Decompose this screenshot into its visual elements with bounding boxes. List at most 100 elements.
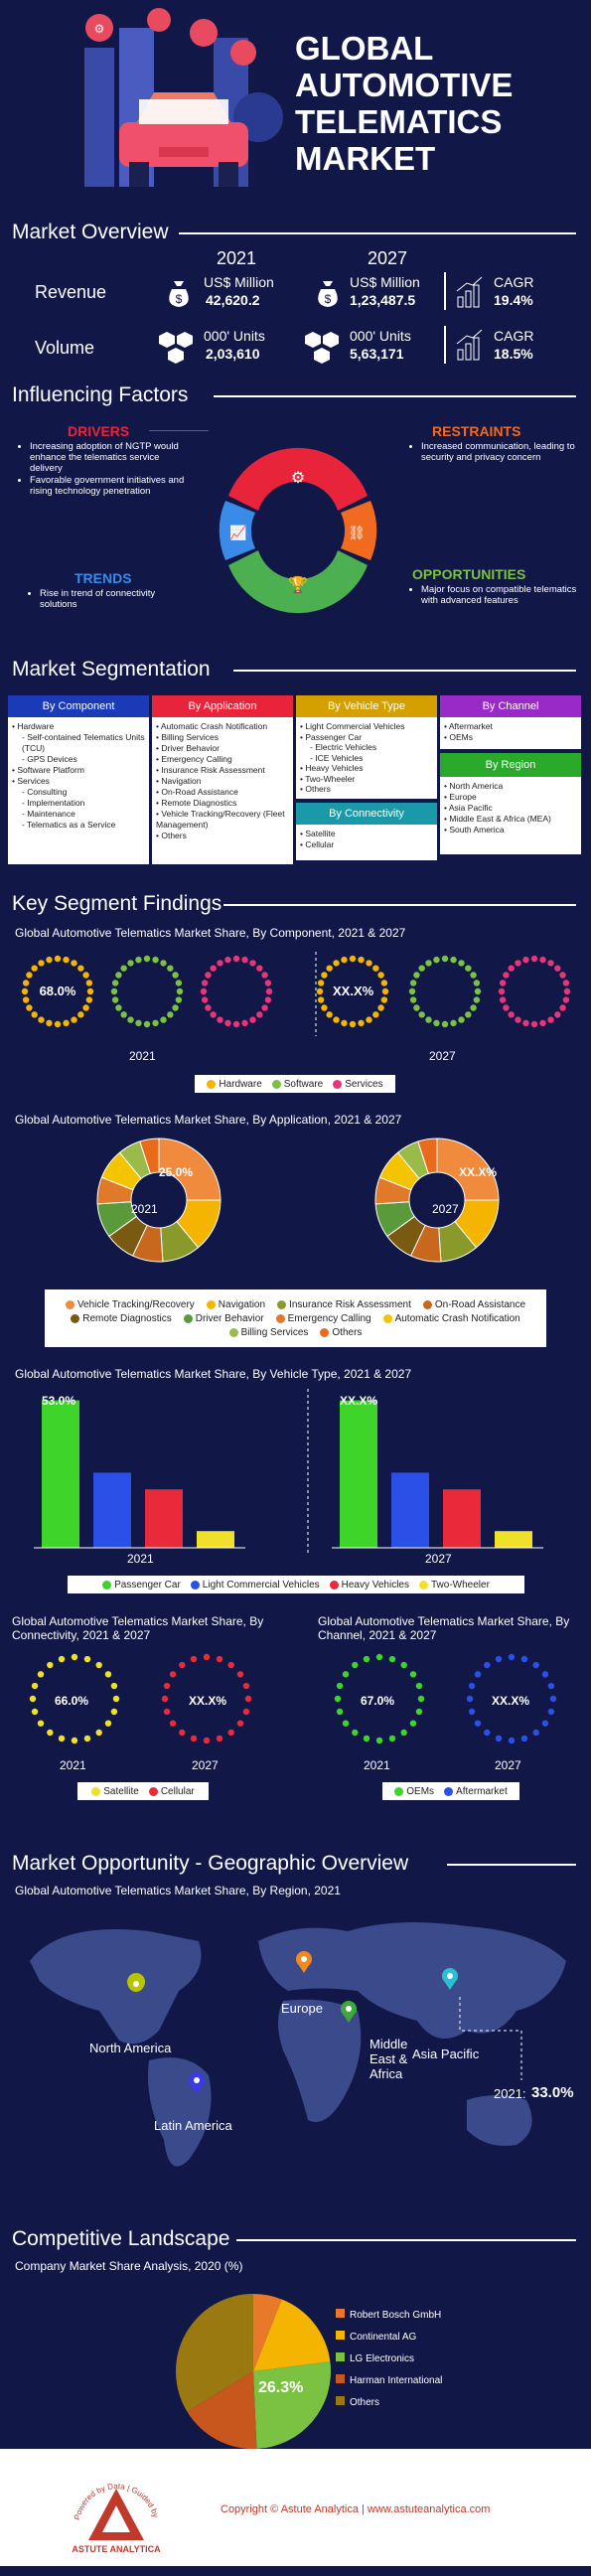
footer: Powered by Data | Guided by Intelligence…: [0, 2449, 591, 2576]
ring-dot: [547, 960, 553, 966]
pie-slice: [253, 2361, 331, 2449]
ring-dot: [205, 972, 211, 978]
component-value-2021: 68.0%: [38, 984, 77, 998]
ring-dot: [227, 1662, 233, 1668]
ring-dot: [38, 960, 44, 966]
ring-dot: [162, 1696, 168, 1702]
channel-value-2027: XX.X%: [492, 1694, 529, 1708]
ring-dot: [164, 1709, 170, 1715]
ring-dot: [376, 1738, 382, 1743]
ring-dot: [176, 980, 182, 985]
ring-dot: [418, 1011, 424, 1017]
ring-dot: [358, 1020, 364, 1026]
ring-dot: [47, 1730, 53, 1736]
ring-dot: [237, 1720, 243, 1726]
ring-dot: [318, 996, 324, 1002]
ring-dot: [84, 1736, 90, 1742]
year-label: 2021: [60, 1758, 86, 1772]
ring-dot: [475, 988, 481, 994]
opportunities-title: OPPORTUNITIES: [412, 566, 525, 582]
ring-dot: [474, 996, 480, 1002]
ring-dot: [31, 1011, 37, 1017]
ring-dot: [201, 988, 207, 994]
svg-text:$: $: [176, 292, 183, 306]
ring-dot: [500, 996, 506, 1002]
ring-dot: [554, 1011, 560, 1017]
application-legend: Vehicle Tracking/Recovery Navigation Ins…: [45, 1289, 546, 1347]
growth-chart-icon: [455, 328, 485, 362]
revenue-cagr: 19.4%: [494, 292, 533, 308]
ring-dot: [59, 1736, 65, 1742]
header: ⚙ GLOBAL AUTOMOTIVE TELEMATICS MARKET: [0, 0, 591, 219]
ring-dot: [508, 965, 514, 971]
seg-vehicle-list: • Light Commercial Vehicles • Passenger …: [296, 717, 437, 799]
ring-dot: [377, 972, 383, 978]
ring-dot: [233, 956, 239, 962]
ring-dot: [532, 1730, 538, 1736]
ring-dot: [72, 1654, 77, 1660]
ring-dot: [170, 1720, 176, 1726]
ring-dot: [343, 1671, 349, 1677]
ring-dot: [31, 965, 37, 971]
ring-dot: [442, 956, 448, 962]
ring-dot: [172, 972, 178, 978]
vehicle-bar: [93, 1472, 131, 1548]
year-label: 2027: [495, 1758, 521, 1772]
section-title: Influencing Factors: [12, 383, 188, 407]
company-share-pie: [174, 2292, 333, 2451]
ring-dot: [26, 972, 32, 978]
geographic-overview: Market Opportunity - Geographic Overview…: [0, 1852, 591, 2229]
section-title: Market Overview: [12, 221, 169, 244]
ring-dot: [23, 996, 29, 1002]
ring-dot: [381, 980, 387, 985]
ring-dot: [554, 965, 560, 971]
ring-dot: [352, 1730, 358, 1736]
ring-dot: [413, 972, 419, 978]
chart-title: Global Automotive Telematics Market Shar…: [15, 926, 405, 940]
ring-dot: [350, 1021, 356, 1027]
year-label: 2021: [127, 1552, 154, 1566]
ring-dot: [475, 1720, 481, 1726]
seg-component-list: • Hardware - Self-contained Telematics U…: [8, 717, 149, 864]
component-legend: Hardware Software Services: [195, 1075, 395, 1093]
ring-dot: [564, 988, 570, 994]
page-title: GLOBAL AUTOMOTIVE TELEMATICS MARKET: [295, 30, 513, 177]
ring-dot: [127, 960, 133, 966]
ring-dot: [86, 996, 92, 1002]
ring-dot: [531, 1021, 537, 1027]
volume-cagr: 18.5%: [494, 346, 533, 362]
ring-dot: [341, 957, 347, 963]
ring-dot: [105, 1671, 111, 1677]
ring-dot: [217, 1656, 222, 1662]
cubes-icon: [157, 328, 197, 368]
ring-dot: [372, 1011, 378, 1017]
year-2027: 2027: [368, 248, 407, 269]
ring-dot: [46, 957, 52, 963]
ring-dot: [120, 965, 126, 971]
ring-dot: [410, 980, 416, 985]
year-label: 2021: [364, 1758, 390, 1772]
ring-dot: [105, 1720, 111, 1726]
ring-dot: [95, 1662, 101, 1668]
vehicle-bar-charts: [0, 1389, 591, 1568]
ring-dot: [377, 1004, 383, 1010]
factors-wheel: ⚙ ⛓ 🏆 📈: [194, 421, 402, 630]
chart-title: Global Automotive Telematics Market Shar…: [15, 1367, 411, 1381]
ring-dot: [144, 956, 150, 962]
ring-dot: [337, 1709, 343, 1715]
ring-dot: [418, 965, 424, 971]
link-icon: ⛓: [348, 525, 366, 540]
ring-dot: [400, 1662, 406, 1668]
seg-channel-list: • Aftermarket • OEMs: [440, 717, 581, 749]
ring-dot: [63, 957, 69, 963]
ring-dot: [160, 1016, 166, 1022]
region-label: Europe: [281, 2001, 323, 2016]
ring-dot: [224, 1020, 230, 1026]
ring-dot: [364, 1656, 369, 1662]
channel-legend: OEMs Aftermarket: [382, 1782, 519, 1800]
ring-dot: [204, 1654, 210, 1660]
ring-dot: [333, 960, 339, 966]
car-illustration: ⚙: [65, 8, 283, 207]
volume-label: Volume: [35, 338, 94, 359]
ring-dot: [559, 972, 565, 978]
